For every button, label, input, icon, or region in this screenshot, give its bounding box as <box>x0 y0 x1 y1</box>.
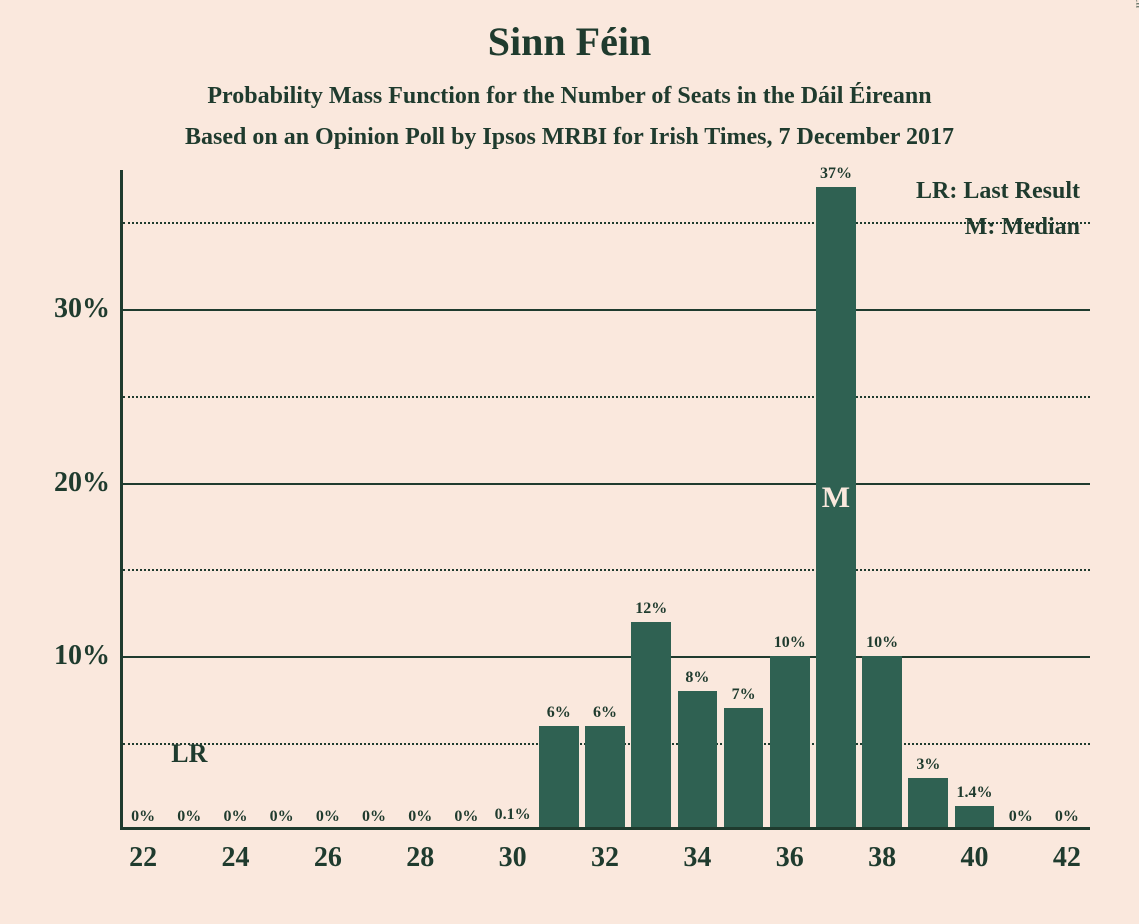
x-tick-label: 24 <box>221 830 249 874</box>
chart-subtitle-2: Based on an Opinion Poll by Ipsos MRBI f… <box>0 110 1139 151</box>
legend-median: M: Median <box>965 214 1080 241</box>
chart-title: Sinn Féin <box>0 0 1139 73</box>
bar <box>862 656 902 827</box>
chart-subtitle-1: Probability Mass Function for the Number… <box>0 73 1139 110</box>
bar <box>955 806 995 827</box>
y-axis <box>120 170 123 830</box>
bar-value-label: 6% <box>593 704 617 722</box>
gridline <box>123 222 1090 224</box>
bar-value-label: 0% <box>1055 808 1079 826</box>
median-marker: M <box>822 481 850 515</box>
bar-value-label: 12% <box>635 600 667 618</box>
bar-value-label: 1.4% <box>957 784 993 802</box>
bar <box>724 708 764 827</box>
bar-value-label: 0% <box>362 808 386 826</box>
gridline <box>123 483 1090 485</box>
gridline <box>123 309 1090 311</box>
bar-value-label: 0% <box>316 808 340 826</box>
chart-plot-area: 10%20%30%22242628303234363840420%0%0%0%0… <box>120 170 1090 830</box>
bar-value-label: 0% <box>131 808 155 826</box>
bar-value-label: 0% <box>270 808 294 826</box>
gridline <box>123 656 1090 658</box>
bar-value-label: 7% <box>732 686 756 704</box>
x-tick-label: 26 <box>314 830 342 874</box>
bar-value-label: 0% <box>408 808 432 826</box>
bar <box>585 726 625 827</box>
bar <box>678 691 718 827</box>
x-tick-label: 22 <box>129 830 157 874</box>
bar <box>539 726 579 827</box>
bar-value-label: 0% <box>454 808 478 826</box>
x-tick-label: 30 <box>499 830 527 874</box>
legend-last-result: LR: Last Result <box>916 178 1080 205</box>
last-result-marker: LR <box>171 739 207 769</box>
x-tick-label: 40 <box>961 830 989 874</box>
bar-value-label: 6% <box>547 704 571 722</box>
x-tick-label: 36 <box>776 830 804 874</box>
bar-value-label: 0% <box>223 808 247 826</box>
bar <box>908 778 948 827</box>
bar-value-label: 0.1% <box>495 806 531 824</box>
y-tick-label: 20% <box>54 467 120 499</box>
gridline <box>123 569 1090 571</box>
y-tick-label: 10% <box>54 640 120 672</box>
bar-value-label: 0% <box>177 808 201 826</box>
gridline <box>123 396 1090 398</box>
bar-value-label: 10% <box>774 634 806 652</box>
y-tick-label: 30% <box>54 293 120 325</box>
bar-value-label: 3% <box>916 756 940 774</box>
x-tick-label: 28 <box>406 830 434 874</box>
x-tick-label: 42 <box>1053 830 1081 874</box>
x-tick-label: 32 <box>591 830 619 874</box>
bar-value-label: 8% <box>685 669 709 687</box>
bar-value-label: 10% <box>866 634 898 652</box>
x-tick-label: 38 <box>868 830 896 874</box>
bar <box>770 656 810 827</box>
bar-value-label: 0% <box>1009 808 1033 826</box>
credit-text: © 2020 Filip van Laenen <box>1133 0 1139 8</box>
x-tick-label: 34 <box>683 830 711 874</box>
bar-value-label: 37% <box>820 165 852 183</box>
bar <box>631 622 671 827</box>
